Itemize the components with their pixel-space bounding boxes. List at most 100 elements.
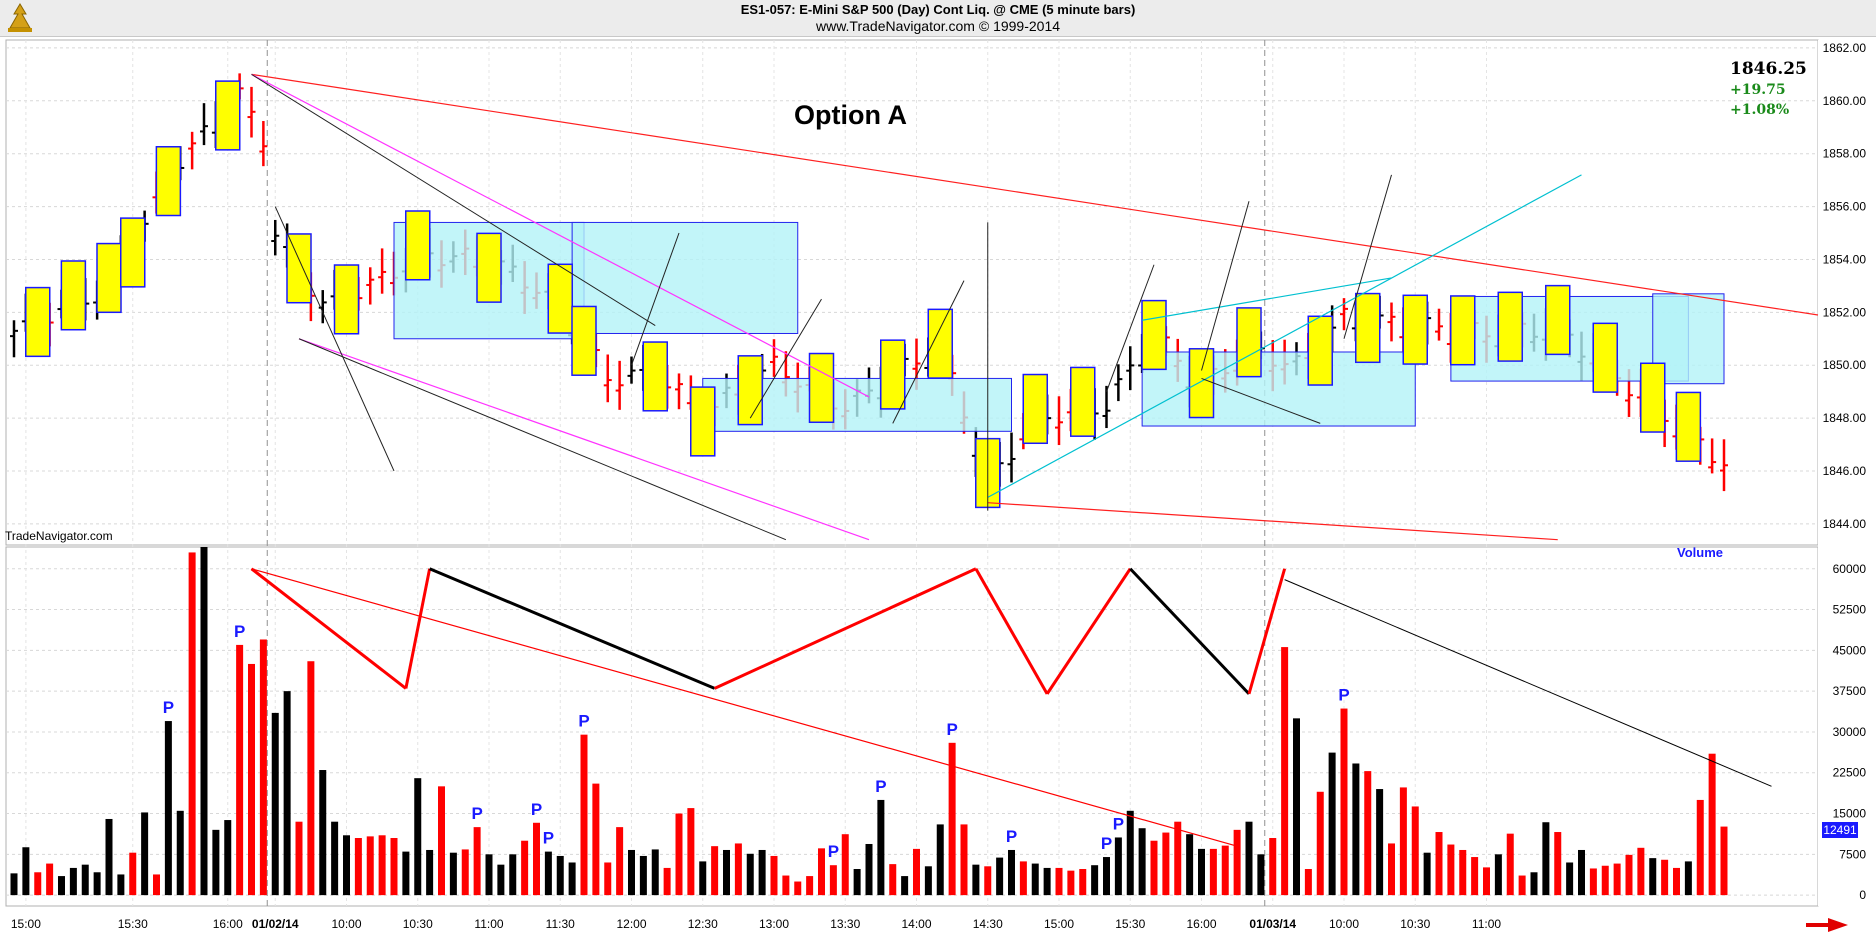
pivot-marker: P — [234, 622, 245, 641]
pattern-box — [333, 264, 360, 335]
volume-bar — [1530, 872, 1538, 896]
pattern-box — [1141, 299, 1167, 371]
volume-bar — [1091, 865, 1099, 896]
volume-bar — [259, 639, 267, 896]
volume-bar — [651, 849, 659, 896]
pattern-box — [808, 352, 835, 424]
volume-bar — [556, 855, 564, 896]
zigzag-segment — [429, 567, 716, 690]
volume-bar — [1103, 857, 1110, 896]
volume-bar — [865, 843, 873, 896]
time-tick-label: 12:00 — [616, 917, 646, 931]
time-tick-label: 10:00 — [1329, 917, 1359, 931]
volume-bar — [188, 552, 196, 896]
volume-bar — [331, 821, 339, 896]
volume-bar — [1625, 854, 1633, 896]
time-tick-label: 11:30 — [546, 917, 575, 931]
pattern-box — [476, 232, 502, 303]
volume-bar — [877, 799, 885, 896]
volume-bar — [1649, 858, 1657, 896]
volume-bar — [853, 869, 861, 896]
volume-bar — [1008, 849, 1015, 896]
volume-bar — [1257, 854, 1265, 896]
volume-bar — [1673, 867, 1680, 896]
price-tick-label: 1856.00 — [1823, 200, 1867, 214]
pivot-marker: P — [1101, 834, 1112, 853]
chart-title: ES1-057: E-Mini S&P 500 (Day) Cont Liq. … — [740, 2, 1136, 17]
volume-bar — [295, 821, 303, 896]
volume-bar — [283, 691, 291, 896]
chart-subtitle: www.TradeNavigator.com © 1999-2014 — [815, 18, 1061, 34]
volume-bar — [319, 770, 327, 896]
time-tick-label: 15:30 — [118, 917, 148, 931]
time-tick-label: 14:30 — [973, 917, 1003, 931]
pattern-box — [60, 260, 87, 331]
volume-bar — [829, 865, 837, 896]
volume-bar — [806, 876, 814, 896]
trend-line-cyan-upper — [1142, 277, 1392, 321]
volume-bar — [354, 838, 362, 896]
volume-bar — [1114, 837, 1122, 896]
volume-bar — [378, 835, 386, 896]
volume-tick-label: 60000 — [1833, 562, 1867, 576]
volume-bar — [1554, 832, 1562, 896]
chart-canvas[interactable]: 1862.00 1860.00 1858.00 1856.00 1854.00 1852.… — [0, 36, 1876, 935]
volume-bar — [224, 820, 232, 896]
zigzag-segment — [250, 567, 407, 690]
pattern-box — [120, 217, 146, 288]
price-tick-label: 1844.00 — [1823, 517, 1867, 531]
pattern-box — [405, 210, 431, 281]
scroll-right-arrow-tail[interactable] — [1806, 923, 1830, 927]
time-tick-label: 15:00 — [11, 917, 41, 931]
volume-zigzag — [250, 567, 1772, 847]
volume-bar — [343, 835, 350, 896]
trade-navigator-logo-icon — [8, 3, 32, 32]
pattern-box — [1355, 292, 1381, 364]
volume-bar — [1162, 832, 1170, 896]
pattern-box — [1497, 291, 1523, 362]
volume-bar — [129, 852, 137, 896]
trend-line-magenta-lower — [298, 338, 870, 541]
volume-tick-label: 15000 — [1833, 807, 1867, 821]
pattern-box — [1022, 373, 1048, 445]
volume-tick-label: 37500 — [1833, 684, 1867, 698]
time-tick-label: 13:00 — [759, 917, 789, 931]
volume-bar — [1399, 787, 1407, 896]
volume-bar — [34, 872, 42, 896]
pattern-box — [690, 386, 716, 457]
volume-bar — [1328, 752, 1336, 896]
scroll-right-arrow-icon[interactable] — [1828, 918, 1848, 932]
volume-bar — [1079, 869, 1087, 896]
volume-bar — [117, 874, 125, 896]
volume-bar — [1613, 863, 1621, 896]
volume-bar — [1601, 865, 1609, 896]
volume-bar — [46, 863, 54, 896]
volume-bar — [414, 778, 422, 896]
trend-line-black — [298, 338, 787, 541]
volume-bar — [390, 838, 398, 896]
volume-bar — [841, 834, 849, 896]
volume-bar — [1506, 833, 1514, 896]
volume-bar — [461, 849, 469, 896]
time-tick-label: 16:00 — [213, 917, 243, 931]
volume-bar — [1708, 753, 1716, 896]
volume-panel-title: Volume — [1677, 545, 1723, 560]
pattern-box — [571, 305, 597, 376]
pattern-box — [1545, 284, 1571, 356]
volume-bar — [1352, 763, 1360, 896]
pattern-box — [1640, 362, 1666, 433]
trend-line-black — [251, 73, 656, 326]
volume-last-badge: 12491 — [1822, 822, 1858, 838]
pattern-box — [1592, 322, 1618, 393]
time-tick-label: 12:30 — [688, 917, 718, 931]
volume-bar — [936, 824, 944, 896]
volume-bar — [1245, 821, 1253, 896]
pivot-marker: P — [163, 698, 174, 717]
trend-line-black — [274, 206, 395, 472]
volume-bar — [687, 808, 695, 896]
zigzag-segment — [1045, 567, 1132, 695]
volume-bar — [1019, 861, 1027, 896]
pivot-marker: P — [1006, 827, 1017, 846]
volume-bar — [1055, 867, 1063, 896]
volume-bar — [1269, 838, 1277, 896]
